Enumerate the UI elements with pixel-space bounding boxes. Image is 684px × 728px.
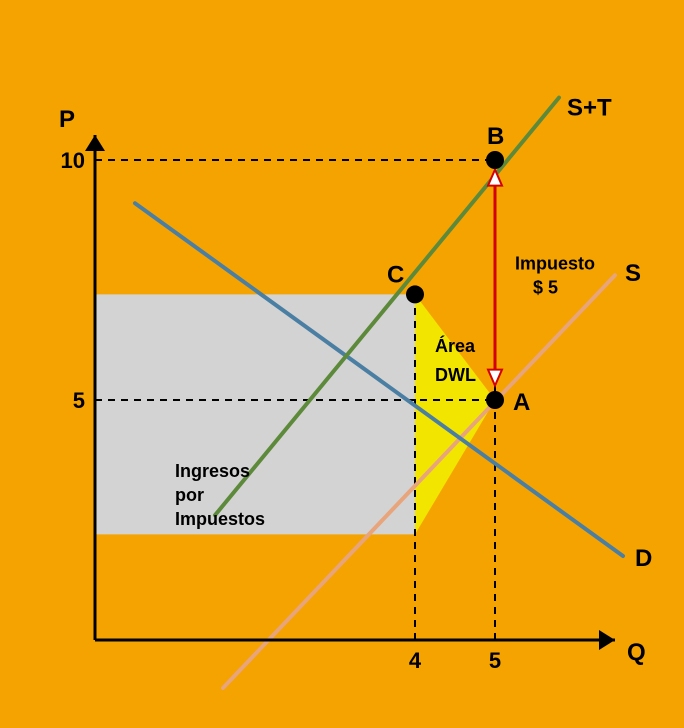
x-axis-label: Q xyxy=(627,639,646,666)
dwl-label: DWL xyxy=(435,365,476,385)
point-label-B: B xyxy=(487,123,504,150)
x-tick-label: 4 xyxy=(409,648,422,673)
tax-label: Impuesto xyxy=(515,254,595,274)
supply-tax-label: S+T xyxy=(567,95,612,122)
tax-supply-demand-chart: P Q 5 10 4 5 Impuesto $ 5 A B C S+T S D Área DWL Ingreso… xyxy=(0,0,684,728)
x-tick-label: 5 xyxy=(489,648,501,673)
y-tick-label: 10 xyxy=(61,148,85,173)
dwl-label: Área xyxy=(435,335,476,356)
supply-label: S xyxy=(625,260,641,287)
demand-label: D xyxy=(635,545,652,572)
point-B xyxy=(486,151,504,169)
revenue-label: Impuestos xyxy=(175,509,265,529)
point-label-C: C xyxy=(387,261,404,288)
point-C xyxy=(406,285,424,303)
tax-amount-label: $ 5 xyxy=(533,278,558,298)
revenue-label: por xyxy=(175,485,204,505)
y-tick-label: 5 xyxy=(73,388,85,413)
point-label-A: A xyxy=(513,389,530,416)
revenue-label: Ingresos xyxy=(175,461,250,481)
point-A xyxy=(486,391,504,409)
y-axis-label: P xyxy=(59,106,75,133)
